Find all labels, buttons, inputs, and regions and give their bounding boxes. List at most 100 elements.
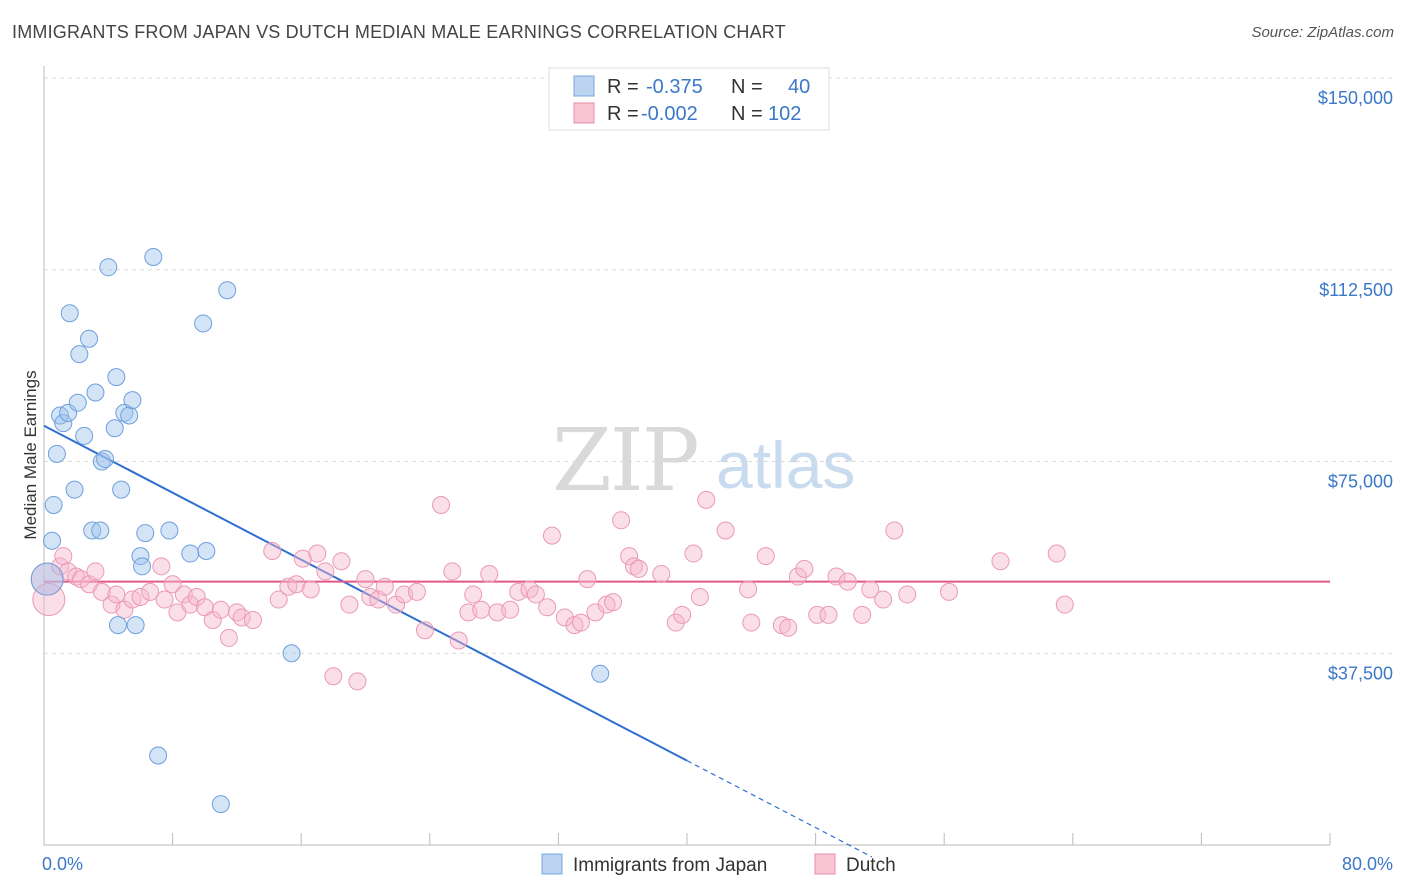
dutch-point [163,575,182,594]
japan-point [30,562,64,596]
japan-point [99,258,118,277]
dutch-point [107,585,126,604]
dutch-point [991,552,1010,571]
dutch-point [571,613,590,632]
legend: R = -0.375 N = 40 R = -0.002 N = 102 [548,67,830,131]
dutch-point [756,547,775,566]
dutch-point [348,672,367,691]
y-tick-label: $112,500 [1319,280,1393,300]
legend-swatch-dutch [573,102,595,124]
japan-point [91,521,110,540]
dutch-point [375,577,394,596]
dutch-point [308,544,327,563]
dutch-point [739,580,758,599]
legend-r-value-2: -0.002 [641,103,698,125]
dutch-point [141,582,160,601]
dutch-point [472,600,491,619]
dutch-point [555,608,574,627]
japan-point [149,746,168,765]
dutch-point [131,588,150,607]
dutch-point [742,613,761,632]
dutch-point [316,562,335,581]
dutch-point [340,595,359,614]
dutch-point [415,621,434,640]
dutch-point [92,582,111,601]
dutch-point [604,593,623,612]
dutch-point [526,585,545,604]
dutch-point [542,526,561,545]
bottom-legend-swatch-japan [541,853,563,875]
japan-point [160,521,179,540]
dutch-point [861,580,880,599]
japan-point [43,531,62,550]
dutch-point [155,590,174,609]
japan-point [75,426,94,445]
japan-point [108,616,127,635]
japan-point [194,314,213,333]
japan-point [218,281,237,300]
dutch-point [509,582,528,601]
dutch-point [898,585,917,604]
dutch-point [219,628,238,647]
y-tick-label: $37,500 [1328,663,1393,683]
japan-point [86,383,105,402]
dutch-point [269,590,288,609]
dutch-point [356,570,375,589]
dutch-point [624,557,643,576]
dutch-point [293,549,312,568]
dutch-point [195,598,214,617]
japan-point [54,414,73,433]
dutch-point [666,613,685,632]
watermark-atlas: atlas [716,428,855,502]
dutch-point [243,611,262,630]
legend-swatch-japan [573,75,595,97]
dutch-point [684,544,703,563]
y-tick-label: $150,000 [1318,88,1393,108]
bottom-legend-swatch-dutch [814,853,836,875]
dutch-point [779,618,798,637]
japan-point [144,247,163,266]
dutch-point [620,547,639,566]
y-tick-label: $75,000 [1328,472,1393,492]
japan-point [133,557,152,576]
japan-point [65,480,84,499]
watermark: ZIP atlas [552,411,855,511]
dutch-point [287,575,306,594]
dutch-point [885,521,904,540]
japan-point [115,403,134,422]
dutch-point [86,562,105,581]
dutch-point [1047,544,1066,563]
dutch-point [673,605,692,624]
japan-point [136,524,155,543]
legend-box [548,67,830,131]
japan-point [105,419,124,438]
dutch-point [181,595,200,614]
dutch-point [538,598,557,617]
dutch-point [629,559,648,578]
dutch-point [407,582,426,601]
japan-point [92,452,111,471]
dutch-point [940,582,959,601]
dutch-point [1055,595,1074,614]
dutch-point [54,547,73,566]
japan-trend-extension [686,760,873,858]
legend-r-value-1: -0.375 [646,76,703,98]
legend-n-label-2: N = [731,103,763,125]
japan-point [107,368,126,387]
source-credit: Source: ZipAtlas.com [1251,24,1394,41]
dutch-point [332,552,351,571]
dutch-point [152,557,171,576]
legend-n-value-2: 102 [768,103,801,125]
japan-point [80,329,99,348]
dutch-point [652,564,671,583]
legend-n-value-1: 40 [788,76,810,98]
dutch-point [690,588,709,607]
japan-trend-line [43,424,688,762]
dutch-point [819,605,838,624]
japan-point [96,449,115,468]
dutch-point [443,562,462,581]
x-tick-label: 80.0% [1342,854,1393,874]
dutch-point [838,572,857,591]
dutch-point [501,600,520,619]
